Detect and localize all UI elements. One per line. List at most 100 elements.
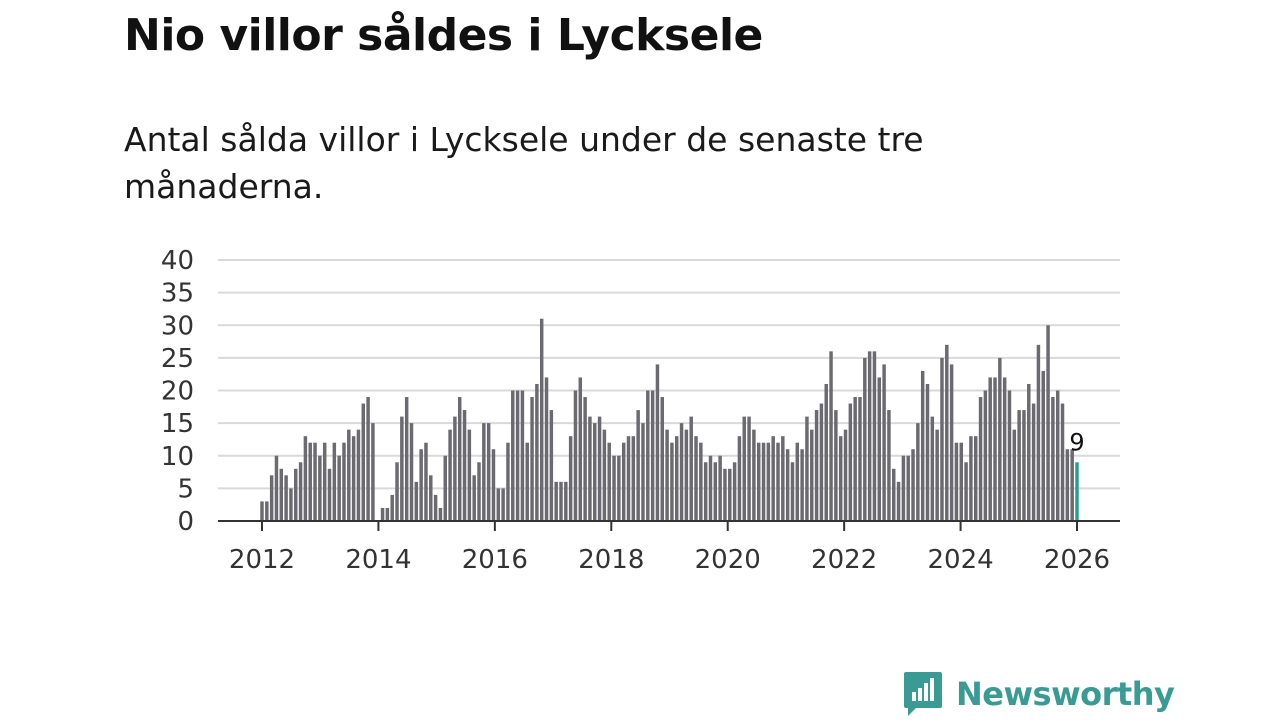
bar [1002, 377, 1007, 521]
bar [993, 377, 997, 521]
bar [298, 462, 303, 521]
bar [834, 410, 838, 521]
bar [814, 410, 819, 521]
bar [621, 442, 626, 521]
bar [920, 370, 925, 521]
bar [810, 429, 814, 521]
bar [843, 429, 848, 521]
bar [1065, 449, 1070, 521]
bar [535, 383, 539, 521]
chart-subtitle: Antal sålda villor i Lycksele under de s… [124, 120, 924, 206]
bar [593, 423, 597, 521]
bar [838, 436, 843, 521]
bar [684, 429, 689, 521]
x-tick-label: 2026 [1044, 545, 1110, 575]
bar [713, 462, 718, 521]
bar [800, 449, 804, 521]
bar [491, 449, 496, 521]
bar [766, 442, 771, 521]
bar [723, 468, 727, 521]
bar [1007, 390, 1012, 521]
bar [506, 442, 510, 521]
bar [380, 507, 385, 521]
x-tick-label: 2020 [695, 545, 761, 575]
x-tick-label: 2014 [345, 545, 411, 575]
bar [790, 462, 795, 521]
bar [351, 436, 356, 521]
bar [863, 357, 867, 521]
bar [472, 475, 476, 521]
bar [853, 397, 857, 521]
bar-latest [1075, 462, 1079, 521]
bar [294, 468, 298, 521]
bar [573, 390, 578, 521]
x-tick-label: 2018 [578, 545, 644, 575]
bar [429, 475, 433, 521]
bar [588, 416, 592, 521]
bar [1036, 344, 1041, 521]
bar [699, 442, 703, 521]
bar [761, 442, 766, 521]
bar [916, 423, 920, 521]
y-tick-label: 10 [161, 442, 194, 472]
bar [327, 468, 332, 521]
bar [419, 449, 423, 521]
bar [795, 442, 800, 521]
bar [747, 416, 751, 521]
bar [1031, 403, 1036, 521]
bar [1055, 390, 1060, 521]
bar [568, 436, 573, 521]
bar [274, 455, 279, 521]
y-tick-label: 15 [161, 409, 194, 439]
bar [689, 416, 693, 521]
bar [549, 410, 554, 521]
bar [626, 436, 631, 521]
bar [872, 351, 877, 521]
chart-title: Nio villor såldes i Lycksele [124, 10, 763, 61]
bar [453, 416, 457, 521]
y-tick-label: 5 [177, 474, 194, 504]
bar [539, 318, 544, 521]
bar [443, 455, 447, 521]
bar [578, 377, 583, 521]
bar [520, 390, 525, 521]
bar [356, 429, 361, 521]
bar [824, 383, 828, 521]
bar [385, 507, 390, 521]
bar [433, 494, 438, 521]
newsworthy-logo-icon [904, 672, 942, 716]
bar [308, 442, 312, 521]
bar [400, 416, 404, 521]
bar [901, 455, 906, 521]
bar [949, 364, 954, 521]
bar [525, 442, 529, 521]
bar [732, 462, 737, 521]
bar [448, 429, 452, 521]
bar [1022, 410, 1026, 521]
bar [486, 423, 491, 521]
bar [409, 423, 414, 521]
newsworthy-logo: Newsworthy [902, 670, 1175, 718]
bar [564, 481, 568, 521]
bar [279, 468, 284, 521]
bar [973, 436, 978, 521]
bar [1041, 370, 1045, 521]
bar [752, 429, 756, 521]
x-tick-label: 2012 [229, 545, 295, 575]
bar [1027, 383, 1031, 521]
y-tick-label: 20 [161, 377, 194, 407]
bar [544, 377, 549, 521]
bars [260, 318, 1079, 521]
bar [906, 455, 910, 521]
bar [337, 455, 341, 521]
x-tick-label: 2024 [927, 545, 993, 575]
bar [776, 442, 780, 521]
bar [848, 403, 853, 521]
bar [708, 455, 713, 521]
newsworthy-logo-text: Newsworthy [956, 675, 1175, 713]
y-tick-label: 25 [161, 344, 194, 374]
bar [896, 481, 901, 521]
y-tick-label: 0 [177, 507, 194, 537]
bar [265, 501, 269, 521]
bar [303, 436, 308, 521]
